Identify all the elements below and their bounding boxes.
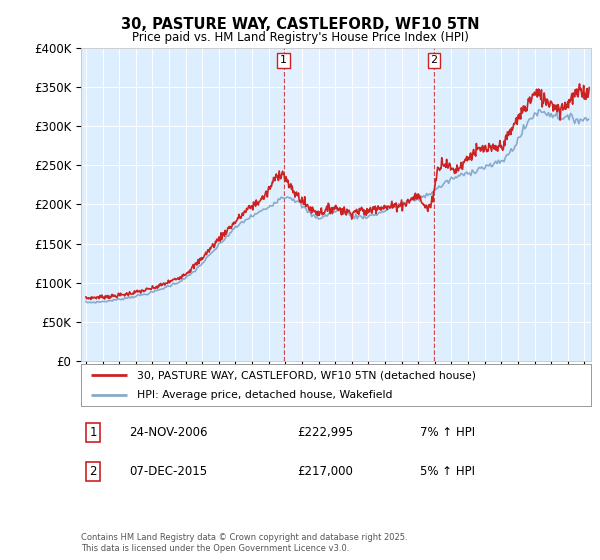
Text: £222,995: £222,995	[297, 426, 353, 439]
Text: 1: 1	[280, 55, 287, 66]
Text: HPI: Average price, detached house, Wakefield: HPI: Average price, detached house, Wake…	[137, 390, 392, 400]
Text: 30, PASTURE WAY, CASTLEFORD, WF10 5TN: 30, PASTURE WAY, CASTLEFORD, WF10 5TN	[121, 17, 479, 32]
Text: 24-NOV-2006: 24-NOV-2006	[129, 426, 208, 439]
Text: Contains HM Land Registry data © Crown copyright and database right 2025.
This d: Contains HM Land Registry data © Crown c…	[81, 533, 407, 553]
Text: Price paid vs. HM Land Registry's House Price Index (HPI): Price paid vs. HM Land Registry's House …	[131, 31, 469, 44]
Text: 2: 2	[89, 465, 97, 478]
Text: 7% ↑ HPI: 7% ↑ HPI	[420, 426, 475, 439]
Text: 1: 1	[89, 426, 97, 439]
Text: 2: 2	[430, 55, 437, 66]
Bar	[284, 48, 434, 361]
Text: 30, PASTURE WAY, CASTLEFORD, WF10 5TN (detached house): 30, PASTURE WAY, CASTLEFORD, WF10 5TN (d…	[137, 370, 476, 380]
Text: 07-DEC-2015: 07-DEC-2015	[129, 465, 207, 478]
Text: 5% ↑ HPI: 5% ↑ HPI	[420, 465, 475, 478]
Text: £217,000: £217,000	[297, 465, 353, 478]
